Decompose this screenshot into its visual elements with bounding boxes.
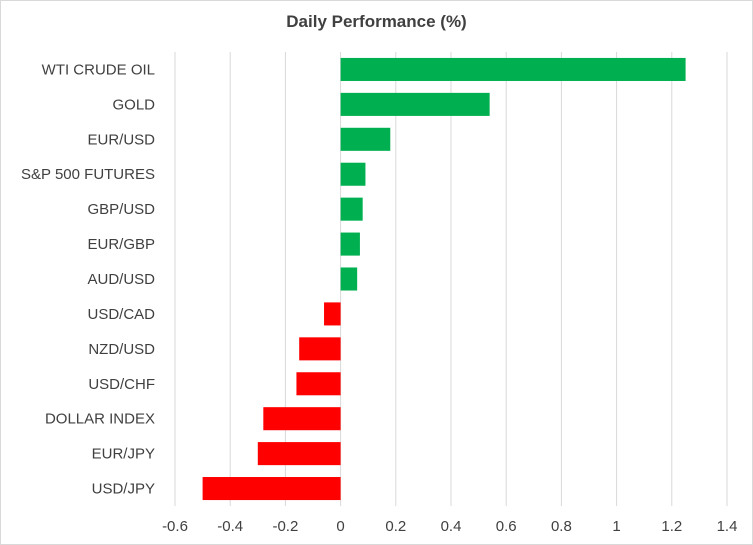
category-label: USD/CAD	[87, 306, 155, 323]
x-tick-label: -0.4	[217, 518, 243, 535]
bars	[202, 57, 686, 501]
category-label: EUR/USD	[87, 131, 155, 148]
bar	[340, 162, 366, 186]
bar	[202, 477, 341, 501]
bar	[340, 197, 363, 221]
x-tick-label: 0.8	[551, 518, 572, 535]
bar	[263, 407, 341, 431]
x-tick-label: 0	[336, 518, 344, 535]
category-label: EUR/JPY	[92, 446, 155, 463]
bar	[340, 57, 686, 81]
bar	[299, 337, 341, 361]
category-labels: WTI CRUDE OIL GOLD EUR/USD S&P 500 FUTURES G…	[21, 61, 155, 497]
x-tick-label: 1.4	[717, 518, 738, 535]
category-label: USD/JPY	[92, 481, 155, 498]
x-tick-label: -0.6	[162, 518, 188, 535]
category-label: GOLD	[112, 96, 155, 113]
x-tick-label: 0.6	[496, 518, 517, 535]
x-tick-label: 1.2	[661, 518, 682, 535]
bar	[340, 127, 391, 151]
category-label: WTI CRUDE OIL	[42, 61, 155, 78]
chart-title: Daily Performance (%)	[286, 12, 467, 31]
category-label: GBP/USD	[87, 201, 155, 218]
category-label: DOLLAR INDEX	[45, 411, 155, 428]
category-label: USD/CHF	[88, 376, 155, 393]
bar	[340, 92, 490, 116]
x-tick-labels: -0.6 -0.4 -0.2 0 0.2 0.4 0.6 0.8 1 1.2 1.4	[162, 518, 737, 535]
bar	[340, 267, 358, 291]
category-label: NZD/USD	[88, 341, 155, 358]
x-tick-label: 0.4	[441, 518, 462, 535]
category-label: EUR/GBP	[87, 236, 155, 253]
x-tick-label: 1	[612, 518, 620, 535]
category-label: AUD/USD	[87, 271, 155, 288]
category-label: S&P 500 FUTURES	[21, 166, 155, 183]
bar	[257, 442, 341, 466]
bar	[340, 232, 360, 256]
x-tick-label: -0.2	[272, 518, 298, 535]
bar	[324, 302, 341, 326]
gridlines	[174, 52, 728, 506]
x-tick-label: 0.2	[385, 518, 406, 535]
bar	[296, 372, 341, 396]
